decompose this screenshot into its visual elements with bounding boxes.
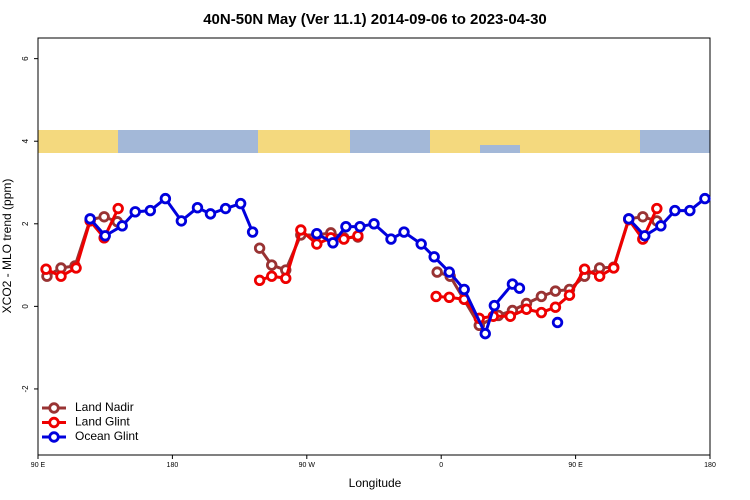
point bbox=[266, 259, 278, 271]
x-tick-label: 180 bbox=[167, 462, 179, 469]
point bbox=[458, 283, 470, 296]
series-line bbox=[45, 207, 659, 320]
legend-label: Land Glint bbox=[75, 415, 130, 429]
point bbox=[55, 270, 67, 282]
point bbox=[112, 202, 124, 215]
x-tick-label: 180 bbox=[704, 462, 716, 469]
point bbox=[513, 282, 526, 294]
legend-label: Ocean Glint bbox=[75, 429, 139, 443]
sea bbox=[480, 145, 520, 153]
x-axis-label: Longitude bbox=[349, 476, 402, 490]
point bbox=[191, 201, 204, 214]
point bbox=[443, 266, 455, 278]
point bbox=[593, 270, 606, 282]
point bbox=[637, 211, 649, 223]
point bbox=[352, 230, 364, 242]
plot-frame bbox=[37, 37, 711, 456]
point bbox=[327, 237, 339, 249]
point bbox=[655, 220, 667, 232]
point bbox=[549, 301, 562, 313]
point bbox=[669, 204, 681, 217]
legend-marker bbox=[48, 431, 60, 443]
x-tick-label: 90 E bbox=[31, 462, 46, 469]
chart-title: 40N-50N May (Ver 11.1) 2014-09-06 to 202… bbox=[203, 11, 547, 28]
point bbox=[311, 238, 323, 250]
point bbox=[639, 230, 651, 242]
point bbox=[40, 263, 52, 275]
point bbox=[295, 224, 307, 236]
point bbox=[549, 285, 562, 297]
point bbox=[520, 303, 533, 315]
point bbox=[234, 197, 247, 210]
point bbox=[578, 263, 591, 275]
point bbox=[607, 262, 620, 274]
x-tick-label: 90 W bbox=[299, 462, 316, 469]
point bbox=[129, 206, 141, 218]
point bbox=[246, 226, 259, 238]
point bbox=[253, 242, 266, 254]
point bbox=[204, 208, 217, 220]
legend-label: Land Nadir bbox=[75, 400, 134, 414]
point bbox=[354, 220, 366, 233]
point bbox=[443, 291, 455, 303]
land bbox=[430, 130, 640, 153]
point bbox=[431, 266, 443, 278]
point bbox=[70, 262, 82, 274]
point bbox=[280, 272, 292, 284]
point bbox=[266, 270, 278, 282]
series-line bbox=[46, 215, 658, 327]
point bbox=[488, 299, 501, 312]
legend-marker bbox=[48, 416, 60, 429]
point bbox=[219, 202, 232, 215]
map-strip bbox=[38, 130, 710, 153]
x-tick-label: 0 bbox=[439, 462, 443, 469]
point bbox=[415, 238, 427, 250]
y-tick-label: 0 bbox=[21, 304, 30, 309]
point bbox=[430, 290, 442, 303]
point bbox=[535, 306, 548, 319]
point bbox=[535, 290, 548, 303]
point bbox=[563, 289, 576, 301]
point bbox=[623, 213, 635, 225]
land bbox=[38, 130, 118, 153]
point bbox=[98, 211, 110, 223]
point bbox=[338, 233, 350, 245]
point bbox=[99, 230, 111, 242]
point bbox=[699, 192, 711, 205]
point bbox=[144, 204, 156, 217]
point bbox=[551, 316, 564, 329]
legend-marker bbox=[48, 402, 60, 414]
point bbox=[84, 213, 96, 225]
point bbox=[311, 228, 323, 240]
y-axis-label: XCO2 - MLO trend (ppm) bbox=[0, 179, 14, 314]
point bbox=[651, 202, 663, 215]
point bbox=[175, 215, 188, 227]
point bbox=[253, 274, 266, 287]
point bbox=[504, 310, 517, 322]
y-tick-label: 2 bbox=[21, 221, 30, 226]
point bbox=[385, 233, 397, 245]
x-tick-label: 90 E bbox=[568, 462, 583, 469]
point bbox=[159, 192, 172, 205]
point bbox=[340, 220, 352, 233]
y-tick-label: 4 bbox=[21, 138, 30, 143]
y-tick-label: 6 bbox=[21, 56, 30, 61]
point bbox=[428, 251, 440, 263]
point bbox=[684, 204, 696, 217]
land bbox=[258, 130, 350, 153]
y-tick-label: -2 bbox=[21, 385, 30, 393]
point bbox=[398, 226, 410, 238]
point bbox=[479, 327, 491, 340]
point bbox=[116, 220, 128, 232]
point bbox=[368, 218, 380, 230]
